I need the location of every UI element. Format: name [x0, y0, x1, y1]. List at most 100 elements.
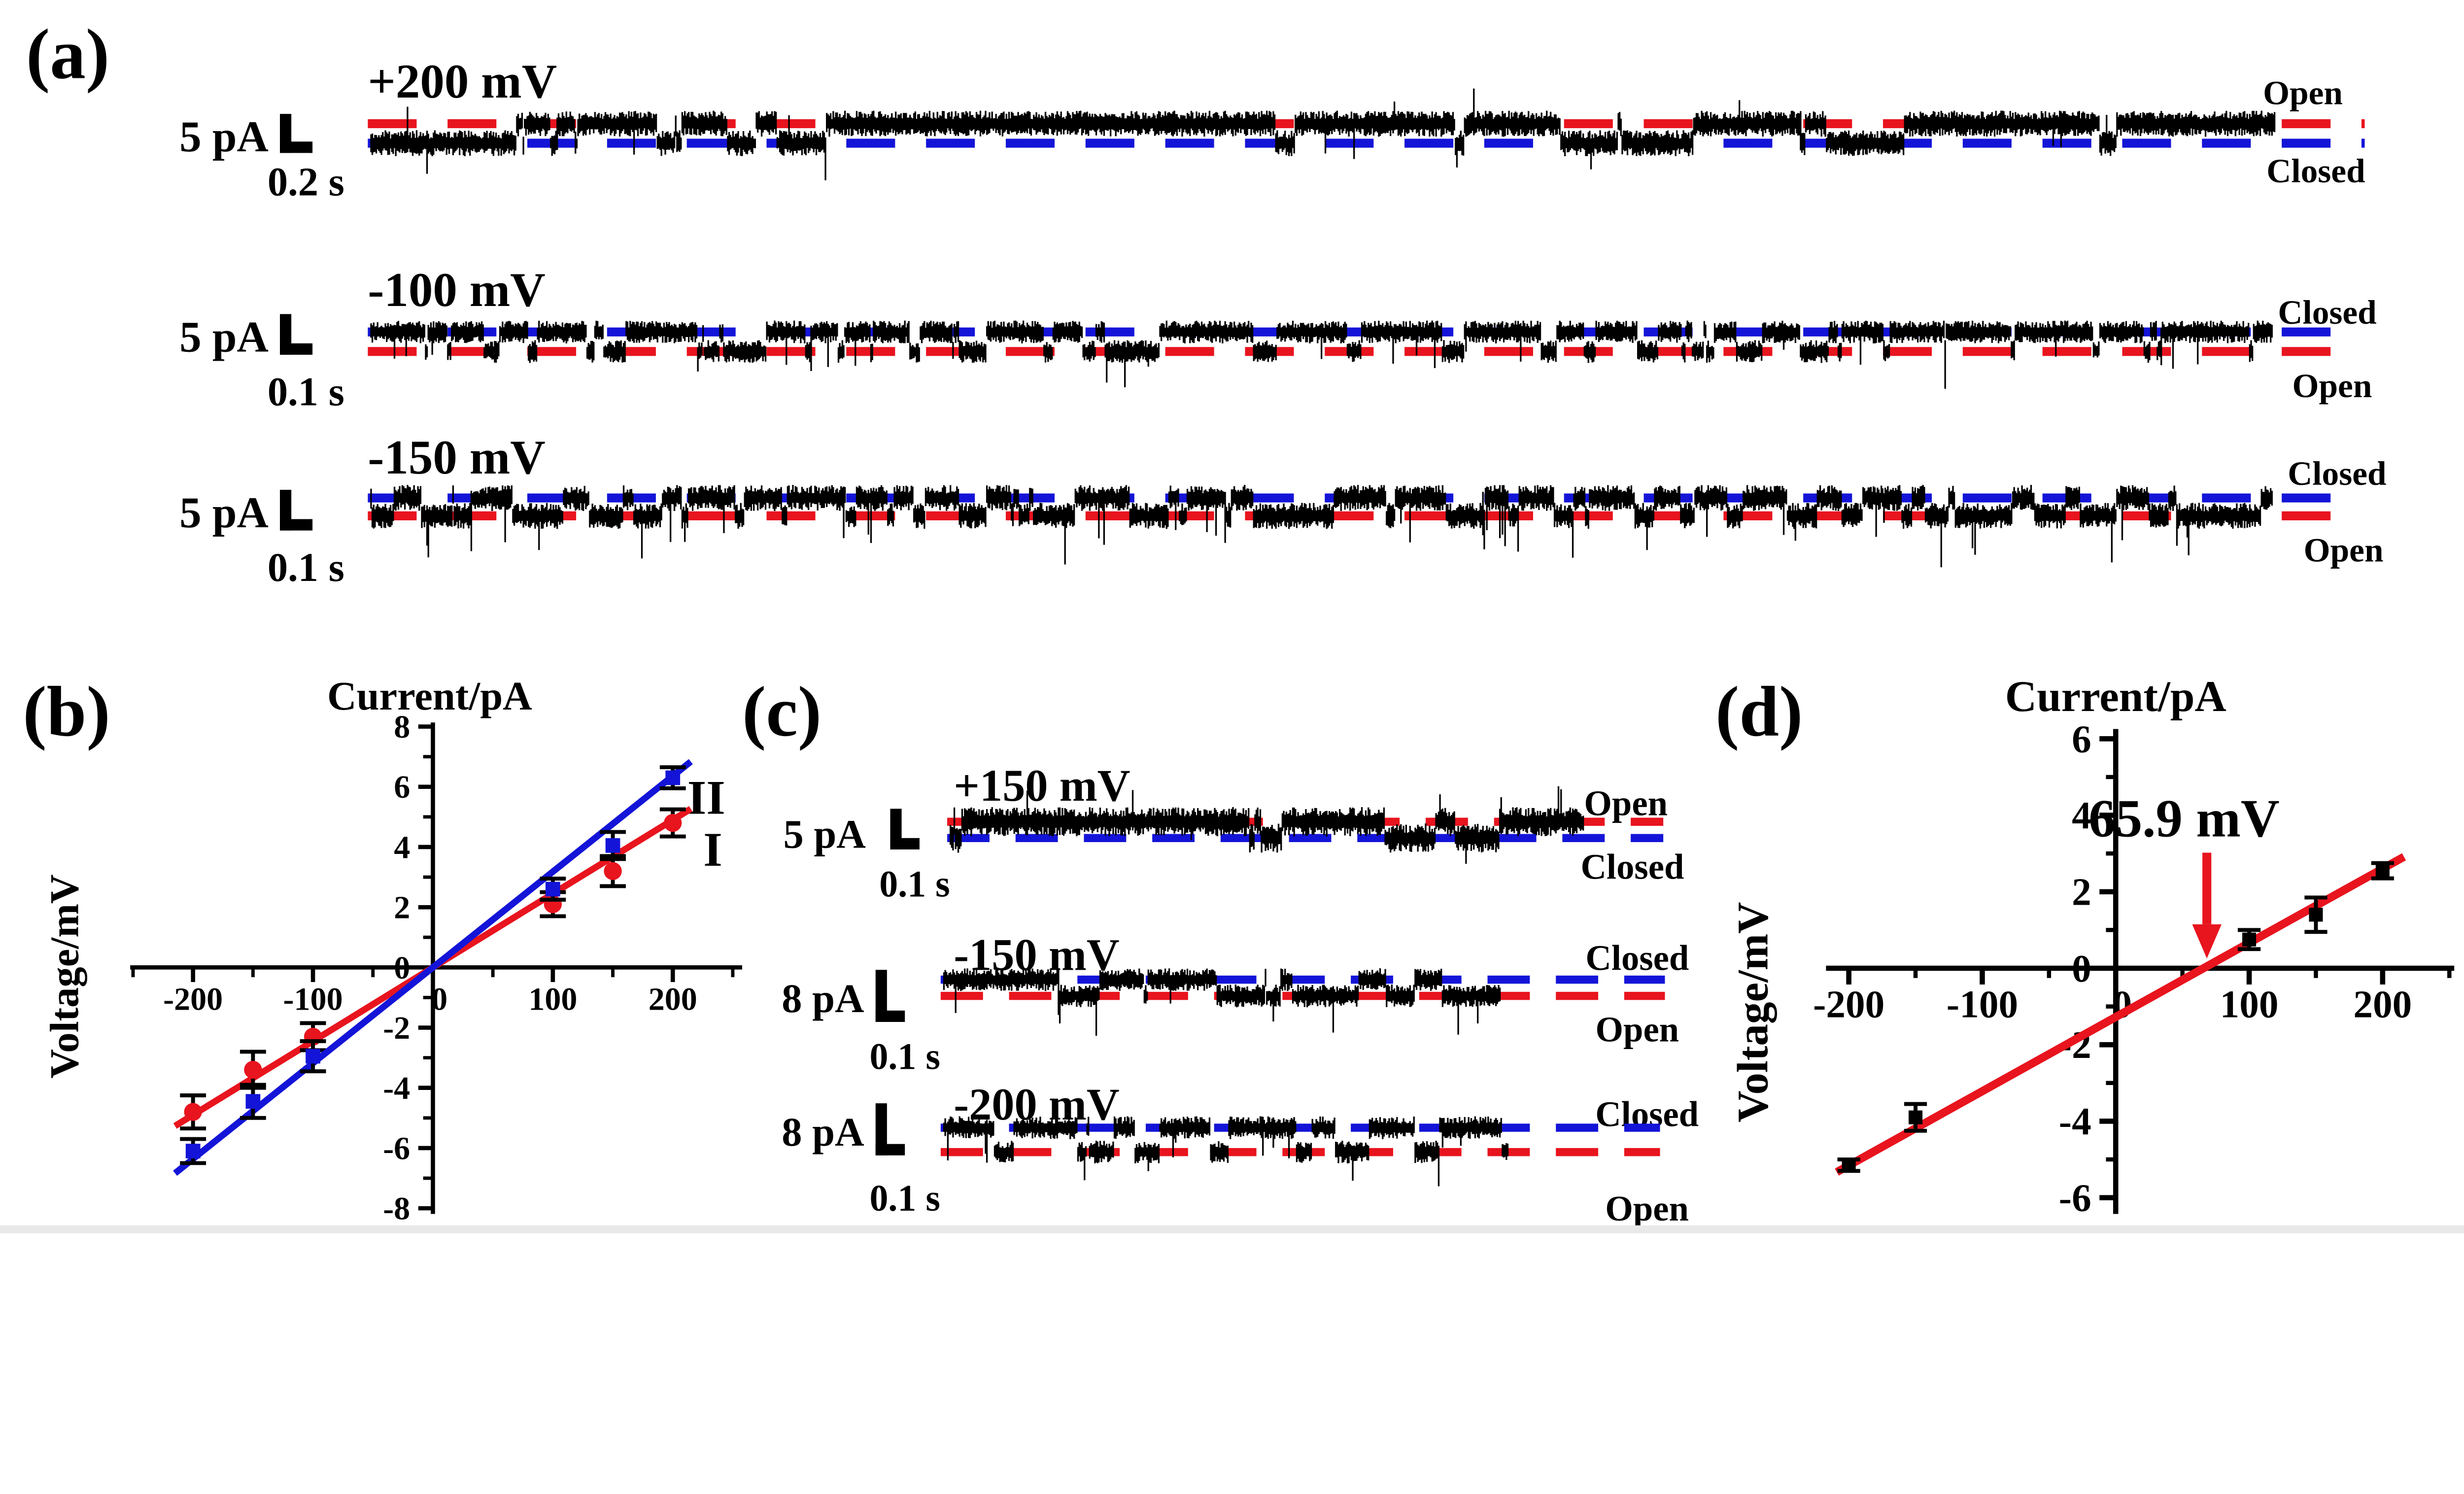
y-tick-label: 8 — [394, 709, 410, 745]
y-axis-title: Current/pA — [2005, 673, 2226, 721]
closed-state-label: Closed — [1580, 847, 1684, 886]
time-scale-label: 0.1 s — [268, 544, 344, 590]
trace-row-c2: -150 mV 8 pA 0.1 s Closed Open — [782, 930, 1689, 1077]
current-trace — [950, 786, 1584, 864]
legend-series-ii: II — [687, 771, 725, 824]
panel-c: (c) +150 mV 5 pA 0.1 s Open Closed -150 … — [742, 673, 1699, 1228]
open-state-label: Open — [2293, 367, 2372, 405]
scale-bar — [280, 314, 313, 355]
data-point-series — [2242, 932, 2257, 947]
y-tick-label: -6 — [383, 1130, 410, 1166]
trace-row-a2: -100 mV 5 pA 0.1 s Closed Open — [179, 263, 2377, 414]
y-tick-label: 0 — [2072, 947, 2091, 990]
scale-bar-vertical — [875, 1103, 887, 1155]
data-point-II — [546, 882, 560, 897]
open-state-label: Open — [2304, 531, 2384, 569]
data-point-II — [245, 1094, 261, 1109]
current-trace — [370, 485, 2273, 568]
panel-c-traces — [875, 786, 1665, 1187]
trace-group — [947, 786, 1664, 864]
closed-state-label: Closed — [2266, 152, 2365, 190]
closed-state-label: Closed — [1585, 938, 1689, 978]
open-state-label: Open — [1584, 783, 1668, 823]
data-point-I — [184, 1103, 202, 1121]
panel-c-label: (c) — [742, 673, 821, 751]
legend-series-i: I — [703, 823, 722, 877]
data-point-II — [605, 838, 620, 853]
data-point-I — [604, 862, 622, 880]
voltage-label: +150 mV — [954, 761, 1130, 811]
voltage-label: +200 mV — [368, 55, 557, 108]
y-tick-label: -2 — [383, 1010, 410, 1046]
scale-bar-vertical — [875, 970, 887, 1022]
x-axis-title: Voltage/mV — [42, 874, 87, 1078]
y-tick-label: -4 — [2059, 1100, 2091, 1143]
closed-state-label: Closed — [2288, 455, 2386, 493]
panel-d-label: (d) — [1715, 673, 1803, 751]
x-tick-label: -200 — [163, 982, 223, 1018]
fit-line-d — [1835, 853, 2406, 1176]
trace-group — [368, 88, 2365, 180]
x-tick-label: -100 — [1947, 983, 2018, 1026]
data-point-series — [2309, 908, 2323, 922]
open-state-label: Open — [2263, 74, 2343, 112]
y-tick-label: -6 — [2059, 1177, 2091, 1220]
figure-canvas: (a) +200 mV 5 pA 0.2 s Open Closed -100 … — [0, 15, 2464, 1234]
data-point-I — [664, 814, 682, 832]
x-tick-label: 100 — [528, 982, 577, 1018]
current-scale-label: 5 pA — [179, 489, 269, 537]
y-tick-label: -8 — [383, 1191, 410, 1227]
current-scale-label: 5 pA — [179, 313, 269, 361]
trace-group — [368, 320, 2359, 389]
y-tick-label: 4 — [2072, 794, 2091, 838]
x-tick-label: -200 — [1813, 983, 1884, 1026]
current-scale-label: 5 pA — [179, 113, 269, 161]
annotation-arrow-head — [2192, 924, 2222, 959]
figure: (a) +200 mV 5 pA 0.2 s Open Closed -100 … — [0, 15, 2464, 1234]
panel-b: (b) Current/pA Voltage/mV II I -200 -100 0… — [23, 673, 742, 1227]
time-scale-label: 0.2 s — [268, 159, 344, 204]
trace-group — [940, 968, 1665, 1036]
x-tick-label: 0 — [431, 982, 447, 1018]
panel-a-traces — [280, 88, 2365, 568]
figure-bottom-border — [0, 1225, 2464, 1234]
current-scale-label: 8 pA — [782, 976, 864, 1021]
current-scale-label: 5 pA — [783, 812, 866, 857]
scale-bar-horizontal — [875, 1144, 905, 1155]
current-trace — [370, 88, 2276, 180]
voltage-label: -100 mV — [368, 263, 545, 317]
scale-bar-horizontal — [890, 838, 920, 849]
current-trace — [370, 320, 2273, 389]
scale-bar — [875, 1103, 905, 1155]
time-scale-label: 0.1 s — [268, 369, 344, 414]
trace-group — [368, 485, 2359, 568]
y-tick-label: -4 — [383, 1070, 410, 1106]
trace-row-c3: -200 mV 8 pA 0.1 s Closed Open — [782, 1080, 1699, 1228]
panel-a-label: (a) — [26, 15, 109, 94]
scale-bar-horizontal — [875, 1010, 905, 1022]
scale-bar-horizontal — [280, 519, 313, 531]
time-scale-label: 0.1 s — [879, 864, 950, 905]
data-point-series — [2375, 864, 2390, 878]
data-point-series — [1909, 1110, 1923, 1124]
y-tick-label: 4 — [394, 829, 410, 865]
x-tick-label: 100 — [2220, 983, 2279, 1026]
voltage-label: -150 mV — [368, 431, 545, 484]
y-tick-label: 6 — [2072, 717, 2091, 761]
open-state-label: Open — [1605, 1188, 1689, 1228]
data-point-II — [306, 1049, 320, 1064]
open-state-label: Open — [1596, 1010, 1679, 1050]
x-tick-label: 200 — [649, 982, 697, 1018]
x-tick-label: -100 — [283, 982, 343, 1018]
current-trace — [943, 968, 1501, 1036]
panel-d: (d) Current/pA Voltage/mV 65.9 mV -200 -1… — [1715, 673, 2455, 1220]
voltage-label: -150 mV — [954, 930, 1119, 980]
current-scale-label: 8 pA — [782, 1109, 864, 1154]
scale-bar — [875, 970, 905, 1022]
y-tick-label: 2 — [394, 890, 410, 926]
scale-bar-horizontal — [280, 343, 313, 355]
y-axis-title: Current/pA — [327, 673, 532, 718]
scale-bar — [890, 809, 920, 849]
